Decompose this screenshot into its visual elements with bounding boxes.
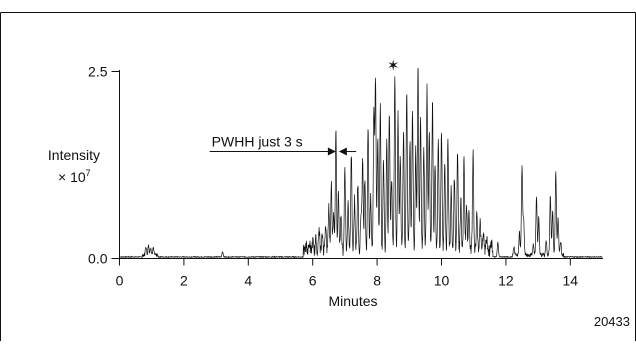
star-marker-icon: ✶ [387,58,400,75]
x-tick-label: 0 [116,273,124,289]
x-tick-label: 6 [309,273,317,289]
y-axis-label: Intensity [48,147,100,163]
x-tick-label: 4 [244,273,252,289]
pwhh-right-arrowhead [338,147,347,156]
x-tick-label: 12 [498,273,514,289]
pwhh-annotation: PWHH just 3 s [209,134,357,156]
figure-id: 20433 [594,314,630,329]
y-tick-label: 0.0 [88,251,108,267]
x-axis-ticks: 0 2 4 6 8 10 12 14 [116,258,579,289]
pwhh-left-arrowhead [327,147,336,156]
chromatogram-trace [119,68,603,259]
y-tick-label: 2.5 [88,64,108,80]
y-axis-multiplier: × 107 [58,168,91,185]
y-axis-ticks: 0.0 2.5 [88,64,120,267]
x-tick-label: 2 [180,273,188,289]
x-tick-label: 8 [373,273,381,289]
x-tick-label: 10 [434,273,450,289]
x-axis-label: Minutes [328,293,377,309]
x-tick-label: 14 [563,273,579,289]
pwhh-annotation-label: PWHH just 3 s [212,134,303,150]
